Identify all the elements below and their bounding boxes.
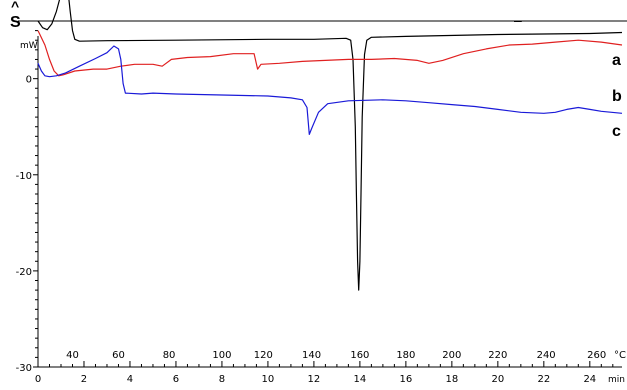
- curve-c: [37, 45, 623, 135]
- temp-tick-label: 220: [488, 350, 507, 361]
- temp-tick-label: 180: [396, 350, 415, 361]
- curve-label-c: c: [612, 123, 621, 140]
- y-unit-label: mW: [20, 41, 38, 51]
- temp-tick-label: 260: [587, 350, 606, 361]
- x-tick-label: 2: [81, 374, 87, 385]
- x-unit-label: min: [608, 375, 625, 385]
- x-tick-label: 0: [35, 374, 41, 385]
- corner-s-label: S: [10, 14, 21, 31]
- corner-caret: ^: [11, 0, 20, 14]
- x-tick-label: 8: [219, 374, 225, 385]
- x-tick-label: 22: [537, 374, 550, 385]
- header-marker: –: [514, 12, 522, 28]
- x-tick-label: 6: [173, 374, 179, 385]
- temp-tick-label: 80: [163, 350, 176, 361]
- x-tick-label: 14: [354, 374, 367, 385]
- temp-tick-label: 200: [442, 350, 461, 361]
- temp-tick-label: 120: [254, 350, 273, 361]
- y-tick-label: -30: [16, 363, 32, 374]
- temp-tick-label: 140: [302, 350, 321, 361]
- x-tick-label: 18: [445, 374, 458, 385]
- temp-tick-label: 100: [212, 350, 231, 361]
- temp-tick-label: 160: [350, 350, 369, 361]
- x-tick-label: 4: [127, 374, 133, 385]
- x-tick-label: 20: [491, 374, 504, 385]
- x-tick-label: 12: [308, 374, 321, 385]
- curve-a: [37, 0, 623, 291]
- x-tick-label: 16: [400, 374, 413, 385]
- curve-label-a: a: [612, 52, 621, 69]
- curves: [37, 0, 623, 291]
- temp-tick-label: 40: [66, 350, 79, 361]
- y-tick-label: -20: [16, 267, 32, 278]
- x-tick-label: 10: [262, 374, 275, 385]
- y-tick-label: 0: [26, 75, 32, 86]
- temp-tick-label: 240: [537, 350, 556, 361]
- temp-unit-label: °C: [614, 350, 626, 361]
- y-tick-label: -10: [16, 171, 32, 182]
- curve-label-b: b: [612, 88, 622, 105]
- temp-tick-label: 60: [112, 350, 125, 361]
- x-tick-label: 24: [583, 374, 596, 385]
- curve-b: [37, 30, 623, 77]
